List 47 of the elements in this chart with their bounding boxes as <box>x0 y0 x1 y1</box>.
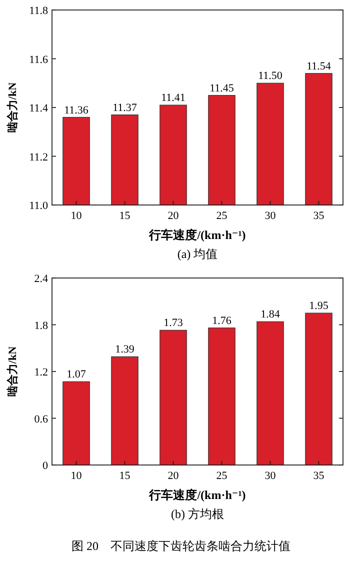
x-tick-label: 15 <box>119 210 131 222</box>
x-tick-label: 10 <box>70 470 82 482</box>
bar <box>111 356 138 466</box>
x-axis-title: 行车速度/(km·h⁻¹) <box>148 488 246 502</box>
data-label: 1.84 <box>260 308 280 321</box>
bar <box>208 328 236 466</box>
data-label: 11.54 <box>306 60 332 72</box>
y-tick-label: 11.0 <box>29 200 48 212</box>
y-tick-label: 11.6 <box>29 54 48 66</box>
x-tick-label: 30 <box>264 210 276 222</box>
y-tick-label: 0.6 <box>34 413 48 426</box>
data-label: 1.73 <box>164 317 184 330</box>
x-axis-title: 行车速度/(km·h⁻¹) <box>148 228 246 242</box>
data-label: 11.41 <box>161 92 186 104</box>
x-tick-label: 20 <box>168 210 180 222</box>
x-tick-label: 25 <box>216 470 228 482</box>
x-tick-label: 35 <box>313 470 325 482</box>
bar <box>160 330 187 466</box>
data-label: 1.95 <box>309 300 329 312</box>
x-tick-label: 15 <box>119 470 131 482</box>
data-label: 1.07 <box>66 368 86 381</box>
y-axis-title: 啮合力/kN <box>6 82 19 133</box>
y-tick-label: 11.4 <box>29 102 48 114</box>
x-tick-label: 25 <box>216 210 228 222</box>
y-tick-label: 0 <box>42 460 48 472</box>
bar <box>305 312 332 466</box>
y-tick-label: 1.8 <box>34 320 48 332</box>
y-tick-label: 2.4 <box>34 273 48 285</box>
y-tick-label: 11.2 <box>29 151 48 164</box>
data-label: 11.45 <box>210 82 234 94</box>
y-tick-label: 11.8 <box>29 5 48 17</box>
y-axis-title: 啮合力/kN <box>6 346 19 397</box>
data-label: 11.37 <box>112 102 138 114</box>
x-tick-label: 30 <box>264 470 276 482</box>
bar <box>256 321 284 466</box>
caption: 图 20 不同速度下齿轮齿条啮合力统计值 <box>72 539 290 553</box>
x-tick-label: 10 <box>70 210 82 222</box>
x-tick-label: 35 <box>313 210 325 222</box>
data-label: 11.50 <box>258 70 283 82</box>
text: (a) 均值 <box>177 247 218 261</box>
data-label: 1.39 <box>115 344 135 356</box>
x-tick-label: 20 <box>168 470 180 482</box>
bar <box>62 381 90 466</box>
text: (b) 方均根 <box>171 507 224 521</box>
y-tick-label: 1.2 <box>34 366 48 378</box>
data-label: 11.36 <box>64 104 89 116</box>
data-label: 1.76 <box>212 314 232 327</box>
